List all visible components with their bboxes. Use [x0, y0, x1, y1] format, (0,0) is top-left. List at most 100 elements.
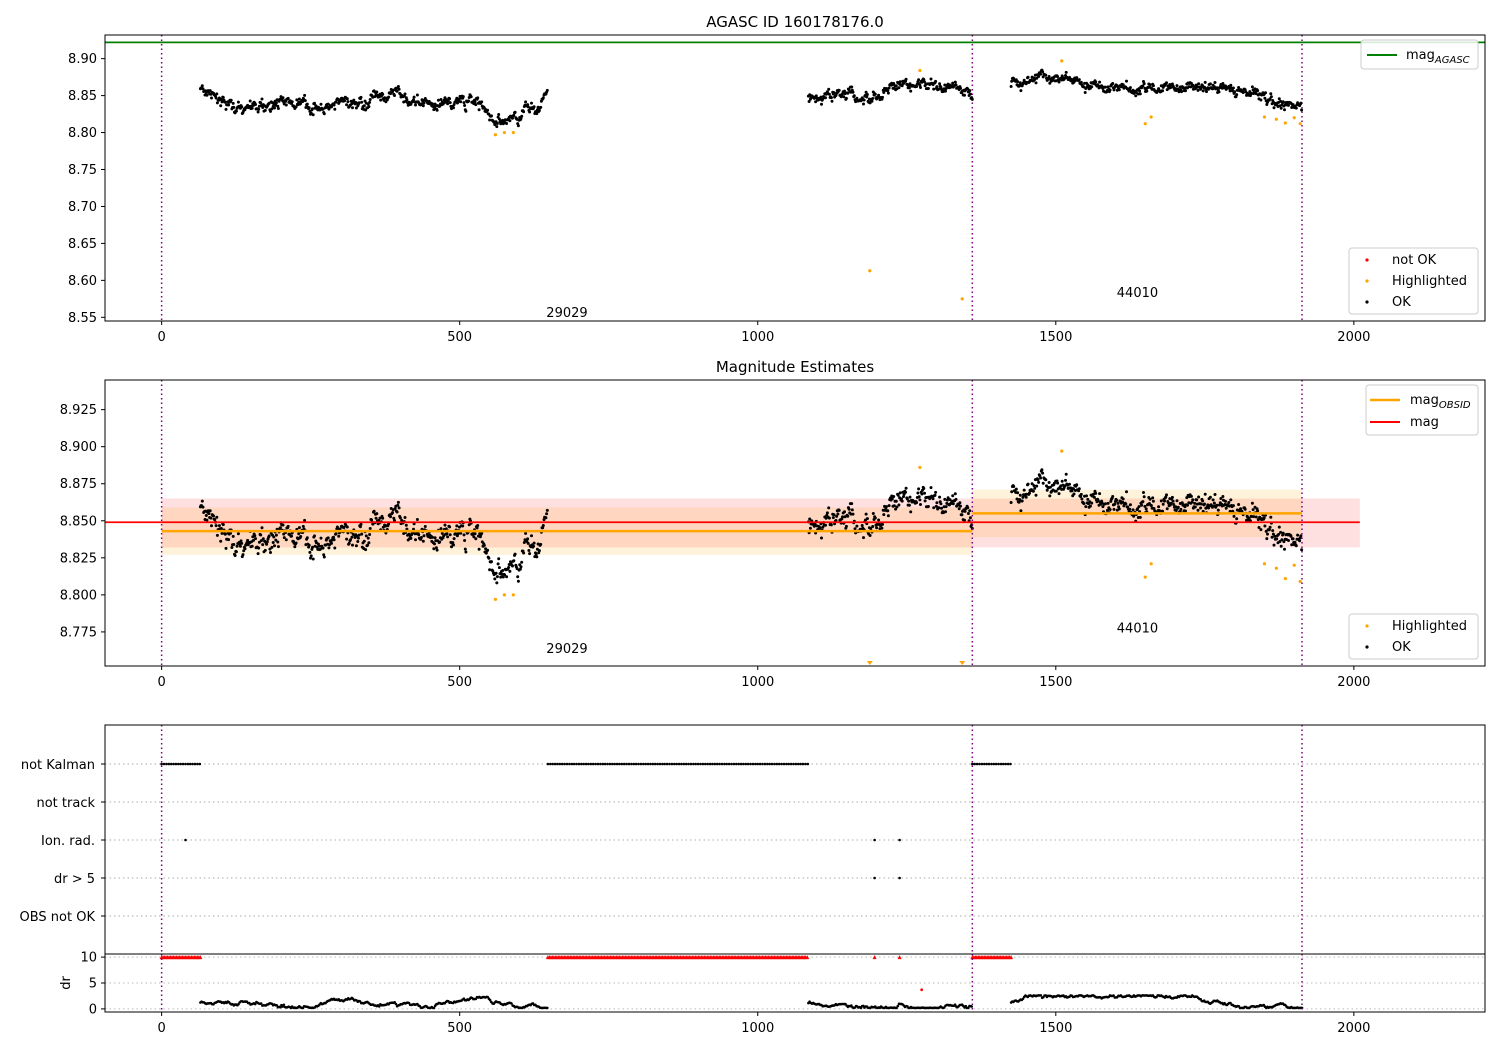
ok-point — [865, 93, 869, 96]
ok-point — [284, 103, 288, 107]
ok-point — [360, 100, 364, 104]
ok-point — [301, 524, 305, 528]
ok-point — [843, 89, 846, 93]
flag-point — [749, 762, 752, 766]
flag-point — [639, 762, 643, 766]
ok-point — [1254, 515, 1258, 519]
ok-point — [1189, 494, 1193, 498]
ok-point — [855, 96, 859, 100]
flag-point — [568, 762, 571, 766]
x-tick-label-2-2: 1000 — [741, 675, 774, 690]
y-tick-label-2-1: 8.800 — [60, 588, 97, 603]
ok-point — [1264, 91, 1267, 95]
ok-point — [241, 553, 245, 557]
ok-point — [1149, 504, 1153, 508]
ok-point — [937, 506, 941, 510]
ok-point — [354, 544, 358, 548]
ok-point — [1193, 505, 1197, 509]
ok-point — [836, 512, 840, 516]
flag-point — [174, 762, 178, 766]
ok-point — [263, 108, 267, 112]
ok-point — [1250, 501, 1254, 505]
panel1-legend-bottom: not OK Highlighted OK — [1348, 247, 1479, 315]
ok-point — [1142, 491, 1145, 494]
flag-point — [1004, 762, 1007, 766]
highlighted-point — [1292, 563, 1296, 567]
ok-point — [1031, 489, 1035, 493]
ok-point — [234, 550, 238, 554]
flag-point — [181, 762, 185, 766]
ok-point — [827, 92, 831, 96]
ok-point — [1281, 531, 1285, 535]
flag-point — [985, 762, 988, 766]
y-tick-label-2-5: 8.900 — [60, 440, 97, 455]
ok-point — [1208, 495, 1212, 499]
ok-point — [851, 512, 855, 516]
ok-point — [476, 524, 480, 527]
ok-point — [395, 510, 399, 514]
ok-point — [419, 536, 423, 539]
panel2-title: Magnitude Estimates — [716, 358, 874, 376]
flag-point — [646, 762, 650, 766]
ok-point — [1184, 509, 1187, 513]
ok-point — [334, 532, 338, 536]
ok-point — [1176, 87, 1180, 91]
ok-point — [1128, 507, 1132, 511]
ok-point — [1128, 86, 1132, 90]
ok-point — [1283, 547, 1286, 551]
ok-point — [1037, 480, 1041, 484]
ok-point — [1137, 505, 1141, 509]
ok-point — [873, 516, 877, 520]
ok-point — [1024, 495, 1028, 499]
legend2-highlighted: Highlighted — [1392, 619, 1467, 634]
ok-point — [968, 509, 972, 513]
highlighted-point — [918, 68, 922, 73]
ok-point — [256, 110, 260, 114]
flag-point — [739, 762, 743, 766]
dr-point — [546, 1006, 549, 1010]
ok-point — [869, 526, 873, 530]
ok-point — [834, 519, 838, 522]
ok-point — [1272, 106, 1276, 110]
flag-point — [1009, 762, 1012, 766]
ok-point — [1197, 495, 1201, 499]
ok-point — [294, 541, 298, 545]
legend-not-ok: not OK — [1392, 253, 1437, 268]
ok-point — [463, 104, 467, 107]
ok-point — [1259, 528, 1263, 532]
highlighted-point — [1292, 116, 1296, 120]
highlighted-point — [1262, 115, 1267, 119]
ok-point — [1128, 503, 1132, 507]
ok-point — [462, 533, 466, 537]
ok-point — [918, 498, 922, 502]
ok-point — [513, 110, 517, 114]
ok-point — [273, 544, 276, 548]
ok-point — [541, 526, 545, 530]
legend-highlighted: Highlighted — [1392, 274, 1467, 289]
ok-point — [886, 91, 890, 95]
ok-point — [1279, 530, 1283, 534]
ok-point — [1231, 504, 1235, 508]
ok-point — [837, 508, 841, 512]
ok-point — [1281, 100, 1285, 104]
ok-point — [205, 518, 209, 522]
ok-point — [943, 497, 947, 501]
ok-point — [1172, 503, 1176, 506]
ok-point — [1016, 491, 1020, 495]
ok-point — [205, 93, 209, 97]
ok-point — [240, 541, 244, 545]
ok-point — [1138, 92, 1142, 96]
ok-point — [261, 537, 265, 541]
ok-point — [953, 492, 957, 496]
ok-point — [1277, 97, 1281, 101]
dr-point — [510, 1002, 513, 1005]
ok-point — [322, 553, 326, 557]
ok-point — [311, 545, 314, 549]
flag-point — [737, 762, 740, 766]
ok-point — [495, 575, 499, 579]
panel2-y-axis: 8.775 8.800 8.825 8.850 8.875 8.900 8.925 — [60, 403, 105, 640]
flag-point — [653, 762, 657, 766]
ok-point — [332, 535, 335, 539]
ok-point — [464, 550, 468, 554]
ok-point — [1057, 80, 1061, 84]
